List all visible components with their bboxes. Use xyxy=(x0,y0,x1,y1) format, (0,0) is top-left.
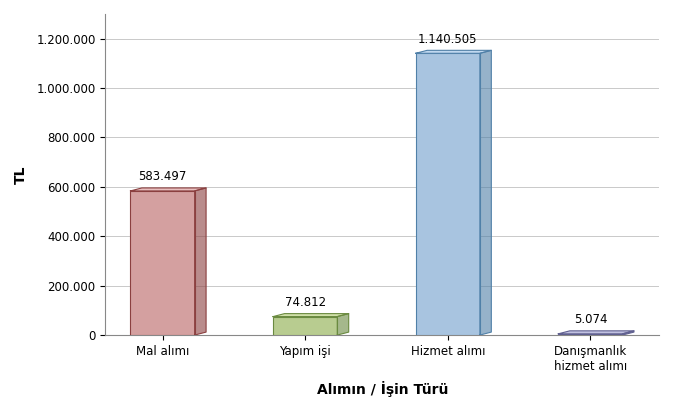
Bar xyxy=(131,191,194,335)
Polygon shape xyxy=(194,188,206,335)
Polygon shape xyxy=(273,314,349,316)
Bar xyxy=(559,334,623,335)
Polygon shape xyxy=(337,314,349,335)
Polygon shape xyxy=(131,188,206,191)
Bar xyxy=(416,53,480,335)
X-axis label: Alımın / İşin Türü: Alımın / İşin Türü xyxy=(316,381,448,397)
Polygon shape xyxy=(480,50,491,335)
Text: 5.074: 5.074 xyxy=(573,314,607,326)
Polygon shape xyxy=(416,50,491,53)
Bar xyxy=(273,316,337,335)
Text: 583.497: 583.497 xyxy=(139,171,187,183)
Text: 1.140.505: 1.140.505 xyxy=(418,33,478,46)
Y-axis label: TL: TL xyxy=(14,165,28,184)
Text: 74.812: 74.812 xyxy=(285,296,326,309)
Polygon shape xyxy=(623,331,634,335)
Polygon shape xyxy=(559,331,634,334)
